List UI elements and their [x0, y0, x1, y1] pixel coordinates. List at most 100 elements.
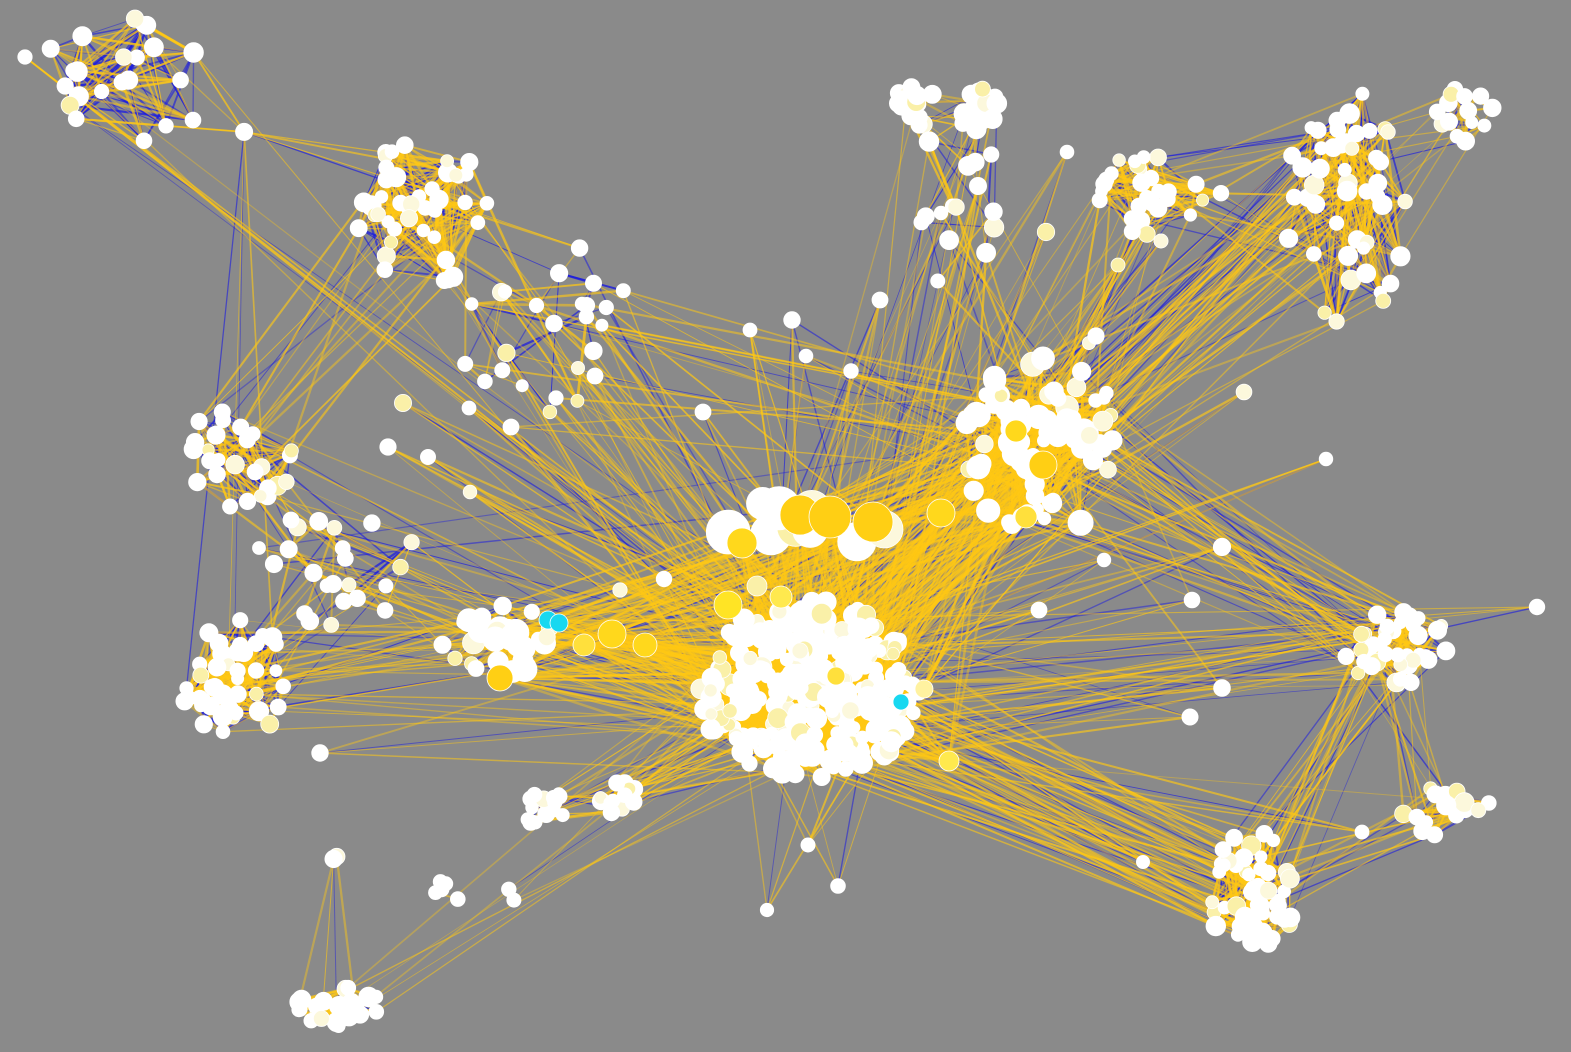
graph-node[interactable] [542, 404, 558, 420]
graph-node-hub[interactable] [713, 590, 743, 620]
graph-node[interactable] [871, 291, 889, 309]
graph-node[interactable] [1153, 233, 1169, 249]
graph-node[interactable] [1097, 391, 1111, 405]
graph-node[interactable] [865, 719, 887, 741]
graph-node[interactable] [1087, 327, 1105, 345]
graph-node[interactable] [794, 681, 809, 695]
graph-node[interactable] [512, 650, 534, 672]
graph-node[interactable] [953, 103, 975, 125]
graph-node[interactable] [427, 230, 442, 245]
graph-node[interactable] [791, 642, 809, 660]
graph-node[interactable] [984, 202, 1003, 221]
graph-node[interactable] [800, 837, 816, 853]
graph-node[interactable] [742, 322, 758, 338]
graph-node[interactable] [1095, 175, 1113, 193]
graph-node[interactable] [374, 190, 389, 204]
graph-node[interactable] [1110, 257, 1126, 273]
graph-node[interactable] [976, 498, 1001, 523]
graph-node[interactable] [292, 1001, 308, 1017]
graph-node[interactable] [858, 622, 872, 637]
graph-node[interactable] [1136, 150, 1151, 165]
graph-node-hub[interactable] [926, 498, 956, 528]
graph-node[interactable] [1329, 215, 1345, 231]
graph-node[interactable] [963, 480, 984, 501]
graph-node[interactable] [348, 589, 366, 608]
graph-node[interactable] [595, 318, 609, 332]
graph-node[interactable] [249, 686, 264, 702]
graph-node[interactable] [72, 26, 93, 47]
graph-node[interactable] [378, 578, 394, 594]
graph-node[interactable] [1393, 615, 1408, 630]
graph-node[interactable] [1242, 931, 1263, 953]
graph-node-hub[interactable] [1014, 505, 1038, 529]
graph-node[interactable] [323, 617, 340, 633]
graph-node[interactable] [616, 787, 633, 803]
graph-node[interactable] [746, 669, 761, 684]
graph-node[interactable] [1477, 118, 1492, 133]
graph-node[interactable] [1030, 601, 1048, 619]
graph-node[interactable] [1136, 855, 1151, 870]
graph-node[interactable] [1234, 848, 1254, 868]
graph-node[interactable] [497, 343, 516, 362]
graph-node[interactable] [429, 189, 449, 210]
graph-node[interactable] [971, 453, 992, 474]
graph-node[interactable] [1183, 208, 1198, 222]
graph-node[interactable] [125, 9, 145, 28]
graph-node[interactable] [933, 205, 949, 221]
graph-node[interactable] [197, 692, 211, 706]
graph-node[interactable] [260, 714, 280, 734]
graph-node[interactable] [1011, 398, 1031, 417]
graph-node[interactable] [702, 719, 721, 738]
graph-node[interactable] [304, 563, 323, 583]
graph-node[interactable] [1337, 647, 1355, 666]
graph-node[interactable] [309, 512, 329, 531]
graph-node[interactable] [1225, 828, 1243, 847]
graph-node[interactable] [1528, 598, 1546, 616]
graph-node[interactable] [783, 311, 801, 329]
graph-node[interactable] [264, 554, 284, 574]
graph-node[interactable] [199, 623, 219, 643]
graph-node[interactable] [363, 514, 381, 532]
graph-node[interactable] [795, 733, 816, 754]
graph-node[interactable] [440, 272, 457, 289]
graph-node[interactable] [379, 438, 397, 456]
graph-node[interactable] [135, 132, 153, 150]
graph-node[interactable] [983, 368, 1007, 392]
graph-node[interactable] [1377, 631, 1392, 647]
graph-node[interactable] [847, 721, 861, 734]
graph-node[interactable] [655, 570, 673, 588]
graph-node[interactable] [880, 731, 902, 753]
graph-node[interactable] [1183, 591, 1201, 609]
graph-node[interactable] [300, 611, 320, 631]
graph-node[interactable] [1045, 492, 1062, 509]
graph-node[interactable] [1357, 241, 1371, 255]
graph-node[interactable] [1112, 153, 1126, 167]
graph-node[interactable] [383, 235, 398, 250]
graph-node-hub[interactable] [852, 501, 894, 543]
graph-node[interactable] [378, 159, 395, 176]
graph-node[interactable] [67, 61, 88, 82]
graph-node[interactable] [448, 167, 464, 183]
graph-node[interactable] [722, 703, 738, 719]
graph-node[interactable] [1205, 915, 1227, 937]
graph-node[interactable] [1279, 228, 1299, 248]
graph-node[interactable] [94, 83, 110, 100]
graph-node[interactable] [183, 42, 204, 63]
graph-node[interactable] [1259, 881, 1278, 900]
graph-node[interactable] [1390, 647, 1406, 663]
graph-node[interactable] [247, 662, 265, 679]
graph-node[interactable] [1132, 173, 1151, 192]
graph-node[interactable] [742, 693, 763, 715]
graph-node[interactable] [215, 724, 231, 739]
graph-node[interactable] [502, 418, 520, 436]
graph-node[interactable] [810, 602, 833, 625]
graph-node[interactable] [584, 341, 603, 361]
graph-node[interactable] [907, 85, 927, 106]
graph-node[interactable] [433, 880, 450, 898]
graph-node[interactable] [67, 110, 85, 128]
graph-node-hub[interactable] [914, 679, 934, 699]
graph-node[interactable] [370, 206, 386, 223]
graph-node[interactable] [381, 215, 395, 229]
graph-node-hub[interactable] [1028, 450, 1058, 480]
graph-node[interactable] [1380, 124, 1396, 140]
